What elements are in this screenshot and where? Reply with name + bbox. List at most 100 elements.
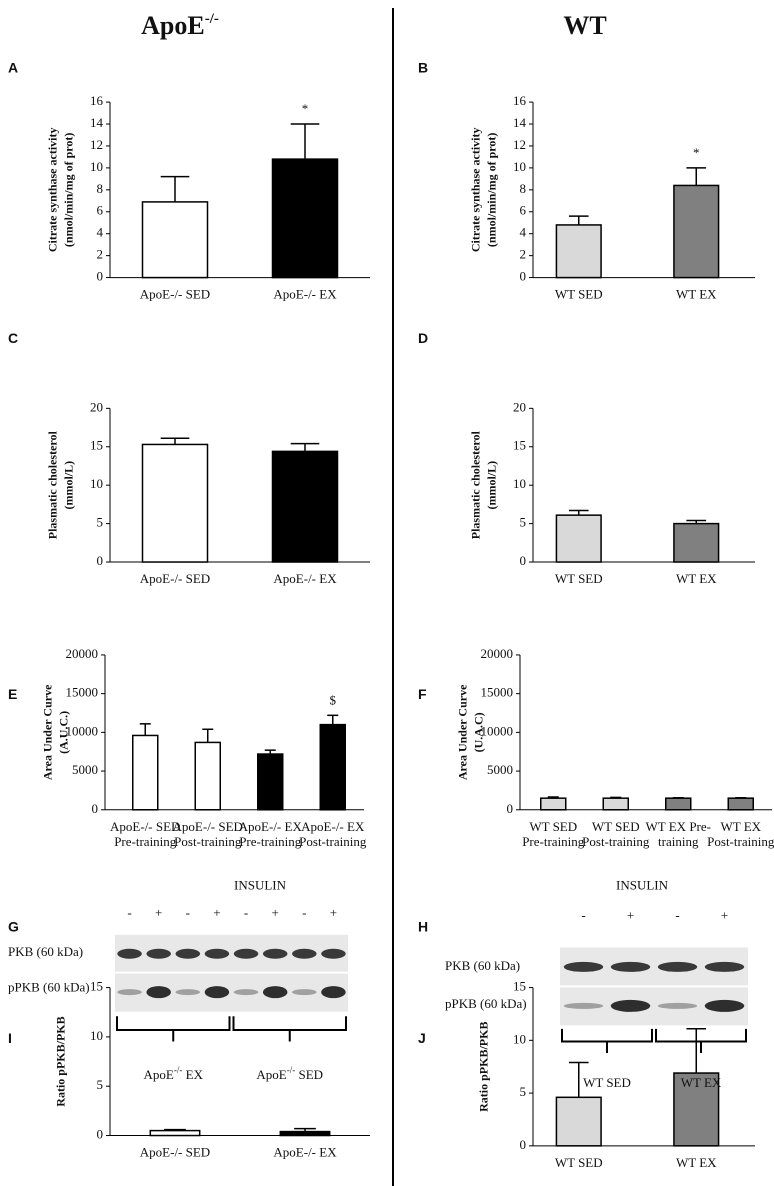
bar (271, 158, 339, 279)
x-tick-label: Pre-training (239, 834, 302, 849)
blot-title: INSULIN (616, 878, 669, 893)
bracket (116, 1016, 231, 1042)
y-tick-label: 16 (513, 93, 527, 108)
blot-row-label: PKB (60 kDa) (8, 944, 83, 959)
x-tick-label: training (658, 834, 699, 849)
y-axis-label: Ratio pPKB/PKB (54, 1016, 68, 1106)
y-tick-label: 15000 (481, 685, 514, 700)
y-tick-label: 0 (507, 801, 514, 816)
y-axis-label: Citrate synthase activity (46, 128, 60, 253)
x-tick-label: ApoE-/- SED (140, 287, 210, 302)
y-tick-label: 2 (520, 247, 527, 262)
bar (673, 184, 720, 279)
y-tick-label: 6 (520, 203, 527, 218)
blot-band (563, 961, 604, 972)
group-label: WT SED (583, 1075, 631, 1090)
y-tick-label: 14 (513, 115, 527, 130)
y-tick-label: 0 (97, 553, 104, 568)
x-tick-label: ApoE-/- SED (140, 1145, 210, 1160)
group-label-part: WT SED (583, 1075, 631, 1090)
y-axis-label: (mmol/L) (62, 461, 76, 510)
bar (555, 224, 602, 279)
y-axis-label: Plasmatic cholesterol (46, 430, 60, 539)
insulin-sign: + (330, 905, 337, 920)
group-label-part: -/- (287, 1065, 296, 1075)
annotation: * (302, 101, 309, 116)
group-label-part: EX (182, 1067, 203, 1082)
y-tick-label: 10 (90, 476, 103, 491)
bar (279, 1130, 331, 1137)
blot-band (657, 961, 698, 972)
bar (271, 450, 339, 563)
y-tick-label: 0 (520, 269, 527, 284)
y-tick-label: 0 (520, 553, 527, 568)
blot-band (610, 961, 651, 972)
group-label-part: SED (295, 1067, 323, 1082)
panel-label: A (8, 60, 18, 76)
blot-row-label: PKB (60 kDa) (445, 958, 520, 973)
blot-band (262, 948, 288, 959)
x-tick-label: Pre-training (522, 834, 585, 849)
y-axis-label: (mmol/L) (485, 461, 499, 510)
bar (673, 522, 720, 563)
blot-title: INSULIN (234, 878, 287, 893)
panel-label: H (418, 919, 428, 935)
x-tick-label: ApoE-/- EX (273, 1145, 337, 1160)
insulin-sign: + (627, 907, 634, 922)
blot-band (175, 948, 201, 959)
insulin-sign: + (721, 907, 728, 922)
x-tick-label: WT EX (676, 571, 717, 586)
group-label: WT EX (681, 1075, 722, 1090)
y-tick-label: 2 (97, 247, 104, 262)
y-tick-label: 8 (520, 181, 527, 196)
x-tick-label: ApoE-/- EX (301, 819, 365, 834)
x-tick-label: WT SED (555, 287, 603, 302)
y-tick-label: 0 (97, 1127, 104, 1142)
bar (665, 797, 692, 811)
insulin-sign: - (186, 905, 190, 920)
blot-band (175, 989, 201, 996)
bar (132, 734, 159, 811)
y-tick-label: 0 (520, 1137, 527, 1152)
y-tick-label: 15 (513, 979, 526, 994)
blot-band (321, 986, 346, 999)
y-tick-label: 5 (520, 1084, 527, 1099)
y-axis-label: Ratio pPKB/PKB (477, 1022, 491, 1112)
insulin-sign: - (581, 907, 585, 922)
group-label: ApoE-/- SED (256, 1065, 323, 1082)
bar (319, 723, 346, 811)
y-tick-label: 8 (97, 181, 104, 196)
bar (540, 797, 567, 811)
y-tick-label: 15 (90, 979, 103, 994)
blot-band (704, 961, 745, 972)
y-tick-label: 10 (513, 476, 526, 491)
y-tick-label: 20 (513, 399, 526, 414)
y-tick-label: 10 (90, 1028, 103, 1043)
bar (194, 741, 221, 811)
bracket (232, 1016, 347, 1042)
y-axis-label: Area Under Curve (456, 684, 470, 780)
insulin-sign: - (244, 905, 248, 920)
bar (257, 753, 284, 811)
y-axis-label: (nmol/min/mg of prot) (62, 133, 76, 247)
y-axis-label: Area Under Curve (41, 684, 55, 780)
y-tick-label: 12 (90, 137, 103, 152)
y-tick-label: 0 (97, 269, 104, 284)
y-tick-label: 5 (97, 1077, 104, 1092)
x-tick-label: Post-training (299, 834, 367, 849)
blot-band (321, 948, 346, 959)
x-tick-label: Pre-training (114, 834, 177, 849)
group-label: ApoE-/- EX (144, 1065, 204, 1082)
y-axis-label: Plasmatic cholesterol (469, 430, 483, 539)
bar (141, 443, 209, 563)
y-tick-label: 4 (520, 225, 527, 240)
y-tick-label: 10 (513, 159, 526, 174)
x-tick-label: WT EX (720, 819, 761, 834)
x-tick-label: Post-training (707, 834, 774, 849)
y-tick-label: 4 (97, 225, 104, 240)
insulin-sign: - (302, 905, 306, 920)
group-label-part: -/- (174, 1065, 183, 1075)
y-tick-label: 15 (513, 438, 526, 453)
x-tick-label: WT SED (555, 1155, 603, 1170)
